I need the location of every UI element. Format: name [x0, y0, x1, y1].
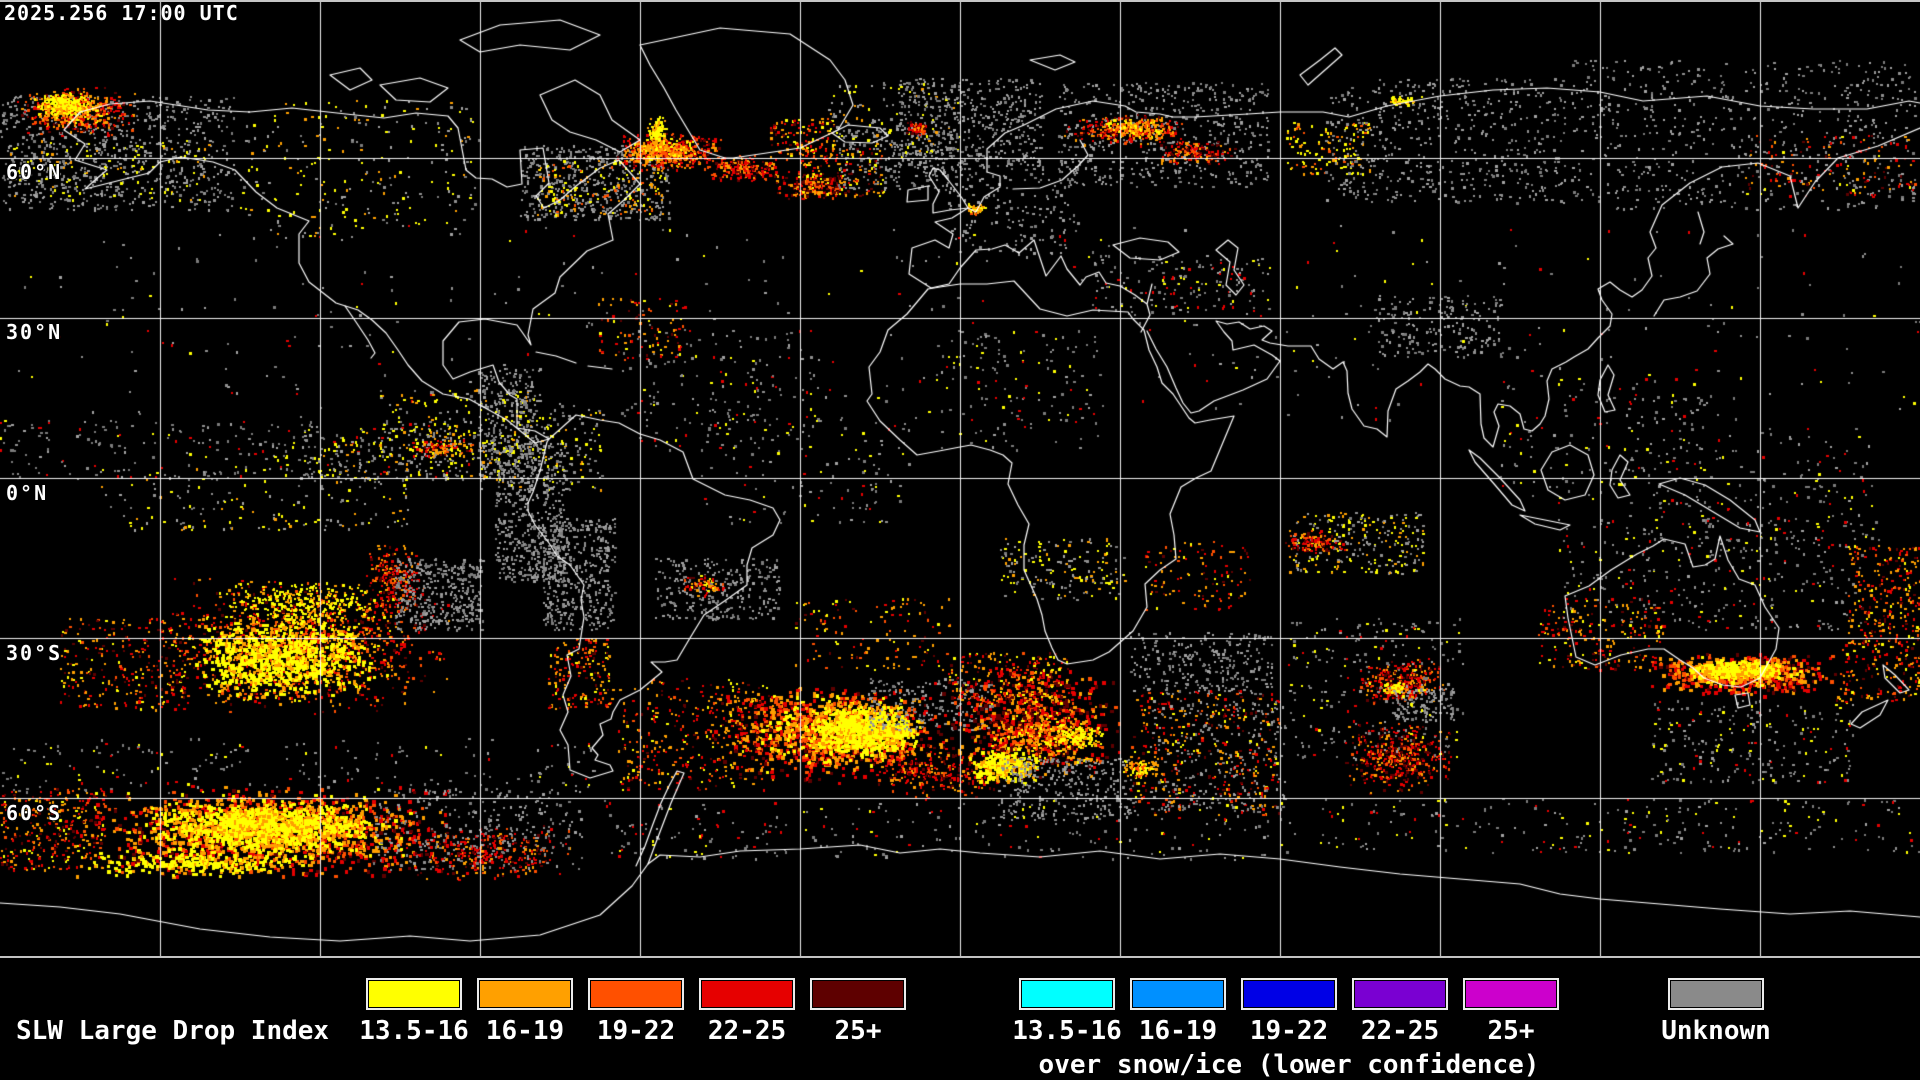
- world-map-canvas: [0, 0, 1920, 958]
- latitude-label-30n: 30°N: [6, 320, 63, 344]
- legend-swatch-std-4: [699, 978, 795, 1010]
- legend-swatch-snow-4: [1352, 978, 1448, 1010]
- map-legend-divider: [0, 956, 1920, 958]
- legend-label-snow-3: 19-22: [1249, 1016, 1329, 1046]
- legend-swatch-snow-3: [1241, 978, 1337, 1010]
- legend-swatch-std-1: [366, 978, 462, 1010]
- latitude-label-30s: 30°S: [6, 641, 63, 665]
- legend-label-std-2: 16-19: [485, 1016, 565, 1046]
- top-border: [0, 0, 1920, 2]
- legend-swatch-std-5: [810, 978, 906, 1010]
- legend-swatch-snow-1: [1019, 978, 1115, 1010]
- legend-swatch-std-3: [588, 978, 684, 1010]
- legend-swatch-std-2: [477, 978, 573, 1010]
- legend-label-snow-1: 13.5-16: [1012, 1016, 1122, 1046]
- latitude-label-60s: 60°S: [6, 801, 63, 825]
- timestamp: 2025.256 17:00 UTC: [4, 1, 239, 25]
- legend-title: SLW Large Drop Index: [16, 1016, 330, 1046]
- legend-label-std-1: 13.5-16: [359, 1016, 469, 1046]
- latitude-label-60n: 60°N: [6, 160, 63, 184]
- legend-label-snow-4: 22-25: [1360, 1016, 1440, 1046]
- latitude-label-0n: 0°N: [6, 481, 49, 505]
- legend-label-std-4: 22-25: [707, 1016, 787, 1046]
- legend-swatch-snow-2: [1130, 978, 1226, 1010]
- legend-label-snow-5: 25+: [1487, 1016, 1535, 1046]
- legend-snow-ice-caption: over snow/ice (lower confidence): [1038, 1050, 1540, 1080]
- legend-swatch-snow-5: [1463, 978, 1559, 1010]
- legend-label-snow-2: 16-19: [1138, 1016, 1218, 1046]
- legend-label-std-3: 19-22: [596, 1016, 676, 1046]
- legend-swatch-unknown: [1668, 978, 1764, 1010]
- legend-label-unknown: Unknown: [1661, 1016, 1771, 1046]
- legend-label-std-5: 25+: [834, 1016, 882, 1046]
